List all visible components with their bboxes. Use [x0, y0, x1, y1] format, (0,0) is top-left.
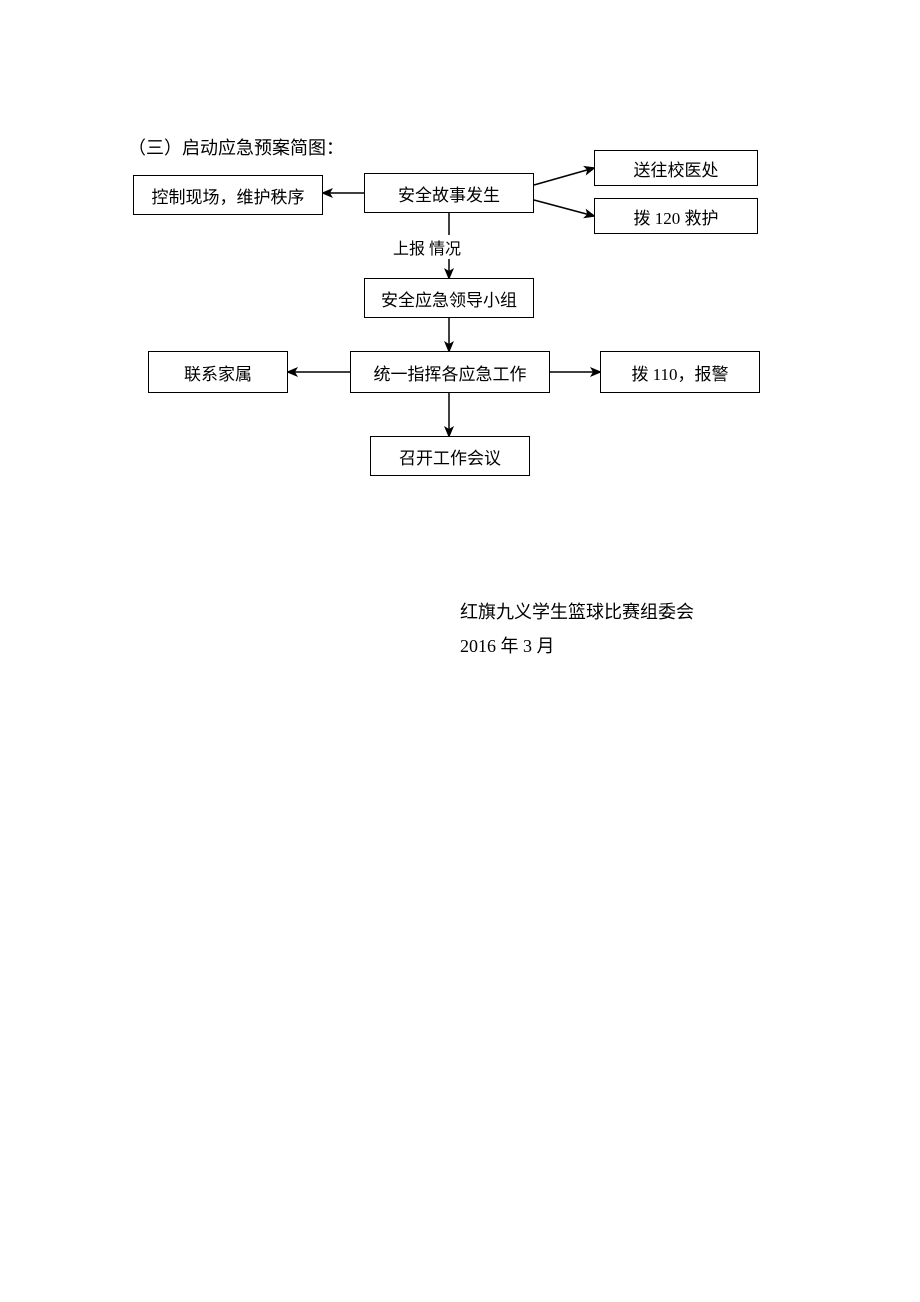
flowchart-node-doctor: 送往校医处: [594, 150, 758, 186]
page: （三）启动应急预案简图： 安全故事发生 控制现场，维护秩序 送往校医处拨 120 救…: [0, 0, 920, 1302]
flowchart-node-incident: 安全故事发生: [364, 173, 534, 213]
flowchart-node-meeting: 召开工作会议: [370, 436, 530, 476]
flowchart-node-call110: 拨 110，报警: [600, 351, 760, 393]
flowchart-node-control: 控制现场，维护秩序: [133, 175, 323, 215]
flowchart-node-call120: 拨 120 救护: [594, 198, 758, 234]
section-title: （三）启动应急预案简图：: [128, 134, 344, 160]
footer-org: 红旗九义学生篮球比赛组委会: [460, 598, 694, 624]
flowchart-node-command: 统一指挥各应急工作: [350, 351, 550, 393]
flowchart-arrows: [0, 0, 920, 700]
footer-date: 2016 年 3 月: [460, 632, 555, 658]
flowchart-node-group: 安全应急领导小组: [364, 278, 534, 318]
flowchart-node-family: 联系家属: [148, 351, 288, 393]
edge-label-incident-group: 上报 情况: [393, 235, 461, 259]
